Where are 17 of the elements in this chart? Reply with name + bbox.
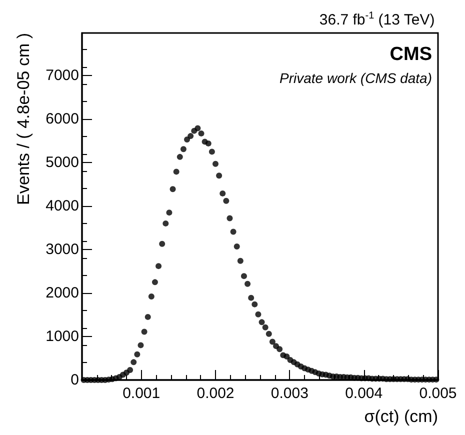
- annotation: CMS: [390, 44, 432, 65]
- y-tick-label: 1000: [46, 328, 79, 346]
- x-tick-label: 0.002: [196, 385, 234, 402]
- x-tick-label: 0.001: [122, 385, 160, 402]
- y-tick-label: 7000: [46, 67, 79, 84]
- x-tick-label: 0.003: [270, 385, 308, 402]
- annotation: Private work (CMS data): [280, 70, 432, 86]
- y-tick-label: 5000: [46, 154, 79, 172]
- y-tick-label: 2000: [46, 284, 79, 302]
- y-tick-label: 4000: [46, 198, 79, 215]
- y-tick-label: 0: [70, 372, 79, 388]
- x-axis-title: σ(ct) (cm): [364, 407, 438, 426]
- x-tick-label: 0.005: [419, 385, 457, 402]
- y-tick-label: 6000: [46, 110, 79, 128]
- y-tick-label: 3000: [46, 241, 79, 258]
- y-axis-title: Events / ( 4.8e-05 cm ): [14, 33, 33, 205]
- x-tick-label: 0.004: [345, 385, 383, 402]
